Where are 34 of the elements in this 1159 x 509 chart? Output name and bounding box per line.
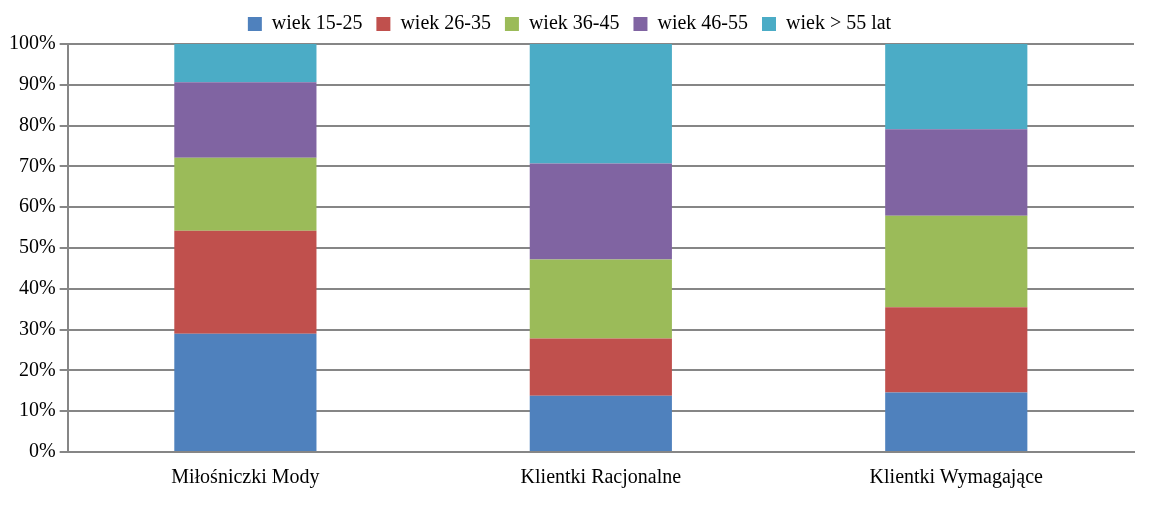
legend-label: wiek 36-45 xyxy=(528,11,620,34)
legend-label: wiek 46-55 xyxy=(657,11,749,34)
x-tick-label: Miłośniczki Mody xyxy=(171,465,320,489)
x-tick-label: Klientki Racjonalne xyxy=(520,465,682,489)
bar xyxy=(885,307,1028,393)
y-tick-label: 30% xyxy=(18,316,56,339)
y-tick-label: 20% xyxy=(18,357,56,380)
y-tick-label: 80% xyxy=(18,112,56,135)
y-tick-label: 0% xyxy=(28,439,56,462)
bar xyxy=(174,230,317,334)
bar xyxy=(529,259,672,339)
bar xyxy=(529,163,672,260)
legend-label: wiek 26-35 xyxy=(400,11,491,34)
y-tick-label: 40% xyxy=(18,276,56,299)
bar xyxy=(174,333,317,451)
y-tick-label: 70% xyxy=(18,153,56,176)
y-tick-label: 50% xyxy=(18,235,56,258)
y-tick-label: 10% xyxy=(18,398,56,421)
y-tick-label: 100% xyxy=(8,31,56,54)
x-tick-label: Klientki Wymagające xyxy=(869,465,1044,489)
y-tick-label: 90% xyxy=(18,72,56,95)
bar xyxy=(885,44,1028,130)
bar xyxy=(174,44,317,83)
bar xyxy=(529,395,672,451)
bar xyxy=(885,215,1028,308)
bar xyxy=(529,44,672,164)
legend-label: wiek 15-25 xyxy=(271,11,363,34)
y-tick-label: 60% xyxy=(18,194,56,217)
legend-label: wiek > 55 lat xyxy=(786,11,892,34)
bar xyxy=(174,82,317,158)
bar xyxy=(174,157,317,231)
bar xyxy=(885,392,1028,451)
bar xyxy=(885,129,1028,216)
bar xyxy=(529,338,672,396)
